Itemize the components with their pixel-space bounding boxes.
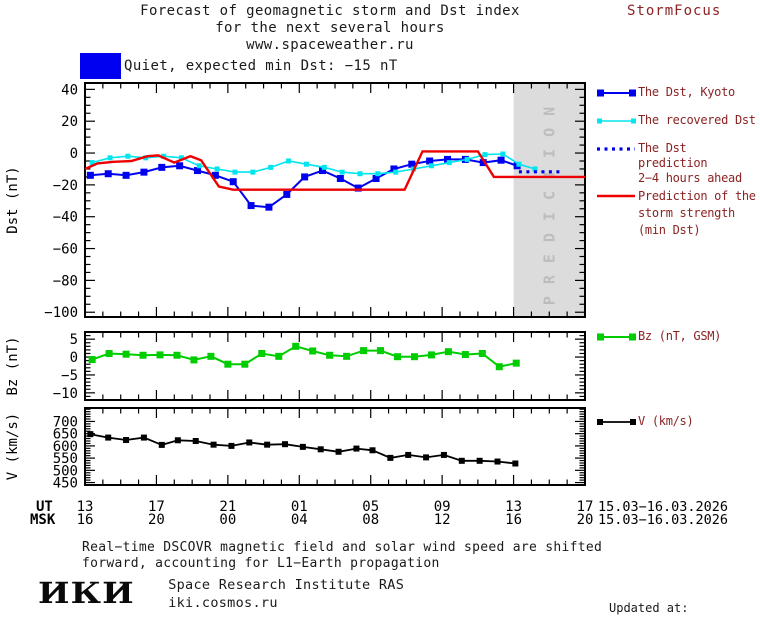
y-tick-label: −5: [61, 368, 78, 384]
legend-label: The Dst, Kyoto: [638, 85, 735, 99]
y-tick-label: 600: [53, 439, 78, 455]
ut-tick-label: 05: [362, 499, 379, 515]
msk-tick-label: 20: [577, 512, 594, 528]
dst-panel: PREDICTION 40 20 0 −20 −40 −60 −80 −100 Dst (nT): [5, 82, 586, 321]
bz-swatch-icon: [596, 329, 636, 343]
msk-row-label: MSK: [30, 512, 56, 528]
y-tick-label: 40: [61, 82, 78, 98]
site-url: www.spaceweather.ru: [246, 37, 414, 53]
ut-tick-label: 17: [148, 499, 165, 515]
y-tick-label: 5: [70, 332, 78, 348]
status-label: Quiet, expected min Dst: −15 nT: [124, 58, 398, 74]
ut-tick-label: 09: [434, 499, 451, 515]
y-tick-label: 650: [53, 427, 78, 443]
legend-item-bz: Bz (nT, GSM): [596, 329, 721, 344]
note-line-1: Real−time DSCOVR magnetic field and sola…: [82, 540, 603, 555]
y-tick-label: −80: [53, 273, 78, 289]
title-line-2: for the next several hours: [215, 20, 445, 36]
legend-item-dst-prediction: The Dst prediction 2−4 hours ahead: [596, 141, 760, 186]
recovered-dst-swatch-icon: [596, 113, 636, 127]
legend-label: The Dst prediction: [638, 141, 708, 170]
msk-tick-label: 16: [505, 512, 522, 528]
storm-strength-swatch-icon: [596, 188, 636, 202]
note-line-2: forward, accounting for L1−Earth propaga…: [82, 556, 440, 571]
iki-logo: ИКИ: [38, 576, 135, 610]
legend-label: Prediction of the: [638, 189, 756, 203]
series-dst-recovered: [89, 151, 538, 177]
msk-date-range: 15.03−16.03.2026: [598, 512, 728, 528]
series-storm-strength-prediction: [84, 150, 585, 191]
y-tick-label: −10: [53, 386, 78, 402]
legend-label: V (km/s): [638, 414, 694, 428]
y-axis-label: Bz (nT): [5, 336, 21, 395]
ut-tick-label: 13: [505, 499, 522, 515]
y-tick-label: 20: [61, 114, 78, 130]
ut-row-label: UT: [36, 499, 53, 515]
updated-title: Updated at:: [609, 601, 689, 615]
y-tick-label: 0: [70, 350, 78, 366]
updated-block: Updated at: UT 13:05, 16.03.2026 MSK 16:…: [609, 566, 760, 620]
prediction-band-label: PREDICTION: [540, 95, 558, 305]
msk-tick-label: 00: [219, 512, 236, 528]
y-tick-label: −20: [53, 178, 78, 194]
legend-label: Bz (nT, GSM): [638, 329, 722, 343]
institute-name: Space Research Institute RAS: [168, 577, 405, 593]
msk-tick-label: 16: [77, 512, 94, 528]
legend-item-storm-strength: Prediction of the storm strength (min Ds…: [596, 188, 756, 239]
dst-kyoto-swatch-icon: [596, 85, 636, 99]
ut-tick-label: 21: [219, 499, 236, 515]
institute-url: iki.cosmos.ru: [168, 595, 278, 611]
dst-prediction-swatch-icon: [596, 141, 636, 155]
series-dst-kyoto: [86, 155, 521, 211]
y-tick-label: −40: [53, 210, 78, 226]
y-tick-label: −100: [44, 305, 78, 321]
status-color-swatch: [80, 53, 121, 79]
ut-date-range: 15.03−16.03.2026: [598, 499, 728, 515]
page-title: Forecast of geomagnetic storm and Dst in…: [0, 3, 660, 54]
msk-tick-label: 20: [148, 512, 165, 528]
y-tick-label: −60: [53, 242, 78, 258]
title-line-1: Forecast of geomagnetic storm and Dst in…: [140, 3, 520, 19]
prediction-band: [513, 84, 584, 316]
panel-frame: [84, 331, 586, 401]
msk-tick-label: 12: [434, 512, 451, 528]
y-tick-label: 550: [53, 451, 78, 467]
legend-label: 2−4 hours ahead: [638, 171, 742, 185]
y-axis-label: V (km/s): [5, 413, 21, 480]
legend-item-v: V (km/s): [596, 414, 694, 429]
legend-label: (min Dst): [638, 223, 701, 237]
ut-tick-label: 13: [77, 499, 94, 515]
legend-label: storm strength: [638, 206, 735, 220]
legend-item-recovered-dst: The recovered Dst: [596, 113, 756, 128]
legend-label: The recovered Dst: [638, 113, 756, 127]
brand-stormfocus: StormFocus: [627, 3, 722, 19]
y-tick-label: 0: [70, 146, 78, 162]
y-tick-label: 700: [53, 414, 78, 430]
msk-tick-label: 08: [362, 512, 379, 528]
panel-frame: [84, 407, 586, 486]
shift-note: Real−time DSCOVR magnetic field and sola…: [82, 540, 612, 572]
panel-frame: [84, 82, 586, 318]
y-tick-label: 450: [53, 476, 78, 492]
institute-block: ИКИ Space Research Institute RAS iki.cos…: [38, 576, 404, 612]
v-swatch-icon: [596, 414, 636, 428]
msk-tick-label: 04: [291, 512, 308, 528]
y-axis-label: Dst (nT): [5, 166, 21, 233]
ut-tick-label: 17: [577, 499, 594, 515]
legend-item-dst-kyoto: The Dst, Kyoto: [596, 85, 735, 100]
series-v-speed: [87, 431, 519, 467]
y-tick-label: 500: [53, 463, 78, 479]
series-bz-gsm: [88, 342, 520, 371]
storm-status: Quiet, expected min Dst: −15 nT: [80, 53, 398, 79]
ut-tick-label: 01: [291, 499, 308, 515]
bz-panel: 5 0 −5 −10 Bz (nT): [5, 331, 586, 402]
